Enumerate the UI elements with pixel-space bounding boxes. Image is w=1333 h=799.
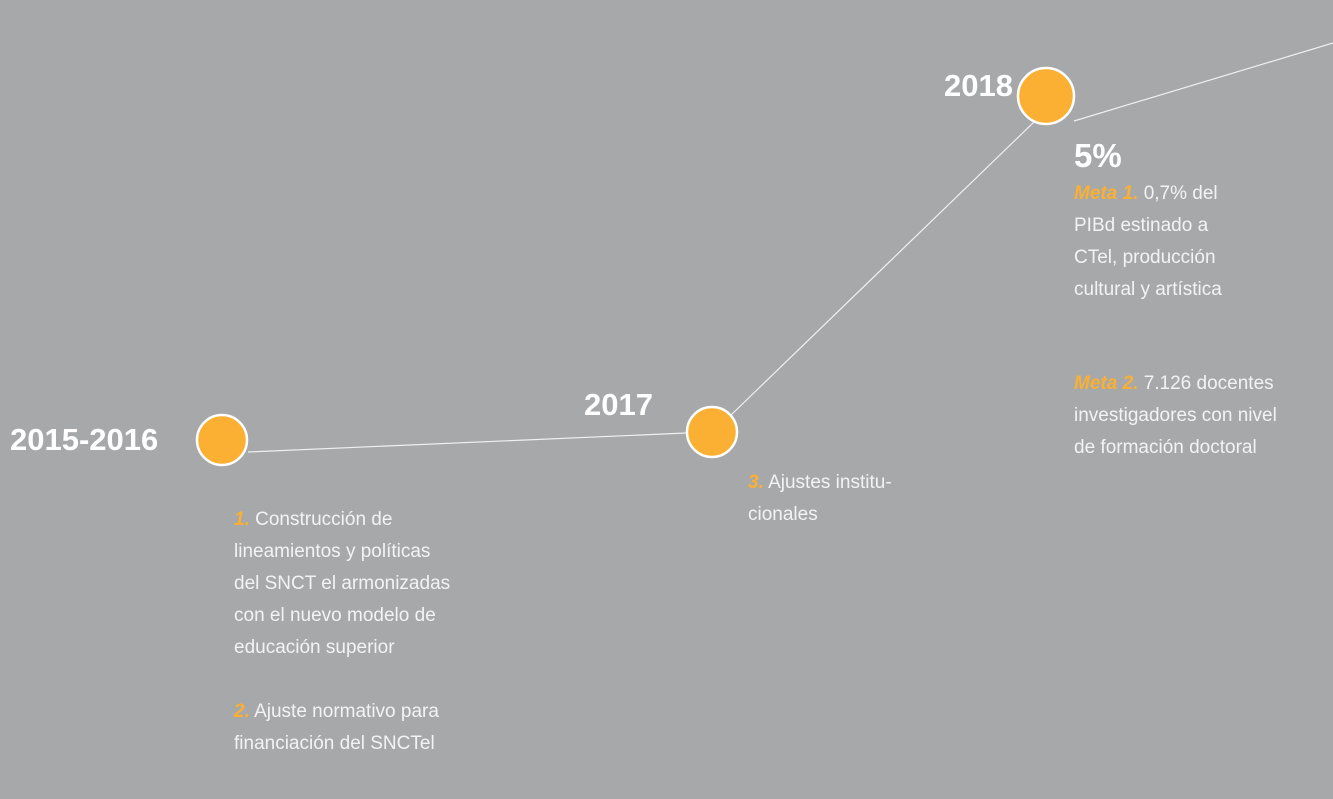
item-line: 2. Ajuste normativo para [234,702,439,721]
item-text: Construcción de [255,509,393,530]
node-dot [685,405,739,459]
node-year: 2017 [584,387,653,422]
item-text: investigadores con nivel [1074,405,1277,426]
item-line: PIBd estinado a [1074,216,1208,235]
node-year: 2018 [944,68,1013,103]
item-line: del SNCT el armonizadas [234,574,450,593]
item-line: lineamientos y políticas [234,542,430,561]
item-number: Meta 1. [1074,183,1139,204]
item-line: CTel, producción [1074,248,1216,267]
item-text: educación superior [234,637,395,658]
item-number: 1. [234,509,250,530]
item-line: investigadores con nivel [1074,406,1277,425]
node-dot [195,413,249,467]
node-value: 5% [1074,137,1122,174]
item-line: con el nuevo modelo de [234,606,436,625]
node-dot [1016,66,1076,126]
item-line: Meta 2. 7.126 docentes [1074,374,1274,393]
item-line: educación superior [234,638,395,657]
item-line: 1. Construcción de [234,510,392,529]
item-line: cionales [748,505,818,524]
item-line: financiación del SNCTel [234,734,435,753]
item-line: Meta 1. 0,7% del [1074,184,1218,203]
item-number: Meta 2. [1074,373,1139,394]
item-text: con el nuevo modelo de [234,605,436,626]
item-text: Ajustes institu- [768,472,892,493]
item-line: cultural y artística [1074,280,1222,299]
connector [247,432,687,453]
node-year: 2015-2016 [10,422,159,457]
item-text: cionales [748,504,818,525]
item-text: PIBd estinado a [1074,215,1209,236]
item-line: 3. Ajustes institu- [748,473,892,492]
item-text: 0,7% del [1143,183,1218,204]
item-text: lineamientos y políticas [234,541,431,562]
item-number: 3. [748,472,764,493]
connector [1073,42,1333,122]
item-text: CTel, producción [1074,247,1216,268]
item-text: 7.126 docentes [1143,373,1274,394]
connector [729,121,1035,417]
item-text: Ajuste normativo para [254,701,439,722]
item-text: cultural y artística [1074,279,1222,300]
item-text: financiación del SNCTel [234,733,435,754]
item-number: 2. [234,701,250,722]
item-text: de formación doctoral [1074,437,1257,458]
item-text: del SNCT el armonizadas [234,573,451,594]
item-line: de formación doctoral [1074,438,1257,457]
